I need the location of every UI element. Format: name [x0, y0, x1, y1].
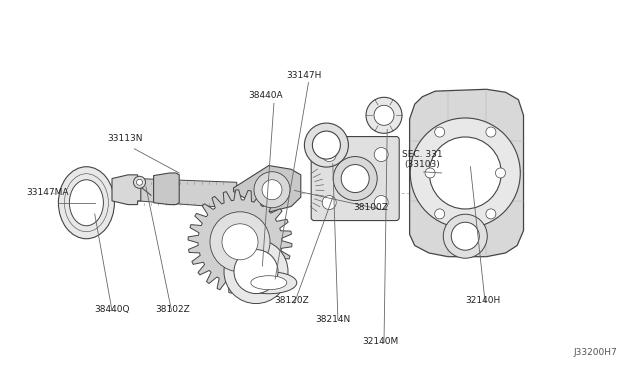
- Polygon shape: [154, 173, 179, 205]
- Circle shape: [410, 118, 520, 228]
- Circle shape: [425, 168, 435, 178]
- Circle shape: [224, 240, 288, 304]
- Ellipse shape: [251, 276, 287, 290]
- Circle shape: [136, 179, 143, 185]
- Circle shape: [486, 209, 496, 219]
- Circle shape: [451, 222, 479, 250]
- Text: 38100Z: 38100Z: [354, 203, 388, 212]
- Circle shape: [435, 209, 445, 219]
- Circle shape: [374, 105, 394, 125]
- Text: 38120Z: 38120Z: [274, 296, 308, 305]
- Circle shape: [341, 164, 369, 193]
- Circle shape: [495, 168, 506, 178]
- Circle shape: [366, 97, 402, 133]
- Polygon shape: [234, 166, 301, 212]
- Text: 38102Z: 38102Z: [156, 305, 190, 314]
- FancyBboxPatch shape: [311, 137, 399, 221]
- Circle shape: [312, 131, 340, 159]
- Text: 32140H: 32140H: [465, 296, 501, 305]
- Text: 38440A: 38440A: [248, 92, 283, 100]
- Circle shape: [444, 214, 487, 258]
- Text: J33200H7: J33200H7: [574, 348, 618, 357]
- Ellipse shape: [241, 272, 297, 294]
- Circle shape: [486, 127, 496, 137]
- Circle shape: [450, 139, 484, 173]
- Circle shape: [435, 127, 445, 137]
- Circle shape: [234, 250, 278, 294]
- Circle shape: [374, 196, 388, 209]
- Polygon shape: [112, 175, 141, 205]
- Circle shape: [210, 212, 270, 272]
- Circle shape: [429, 137, 501, 209]
- Text: 32140M: 32140M: [363, 337, 399, 346]
- Circle shape: [305, 123, 348, 167]
- Circle shape: [374, 148, 388, 161]
- Text: SEC. 331
(33103): SEC. 331 (33103): [402, 150, 443, 169]
- Polygon shape: [138, 179, 237, 208]
- Ellipse shape: [58, 167, 115, 239]
- Circle shape: [254, 172, 290, 208]
- Text: 33147H: 33147H: [286, 71, 322, 80]
- Polygon shape: [410, 89, 524, 257]
- Text: 38214N: 38214N: [315, 315, 351, 324]
- Circle shape: [441, 130, 493, 182]
- Text: 33147MA: 33147MA: [27, 188, 69, 197]
- Ellipse shape: [69, 180, 104, 226]
- Polygon shape: [188, 190, 292, 294]
- Circle shape: [134, 176, 145, 188]
- Circle shape: [262, 180, 282, 200]
- Text: 33113N: 33113N: [107, 134, 143, 143]
- Text: 38440Q: 38440Q: [94, 305, 130, 314]
- Circle shape: [222, 224, 258, 260]
- Circle shape: [322, 148, 336, 161]
- Circle shape: [322, 196, 336, 209]
- Circle shape: [333, 157, 377, 201]
